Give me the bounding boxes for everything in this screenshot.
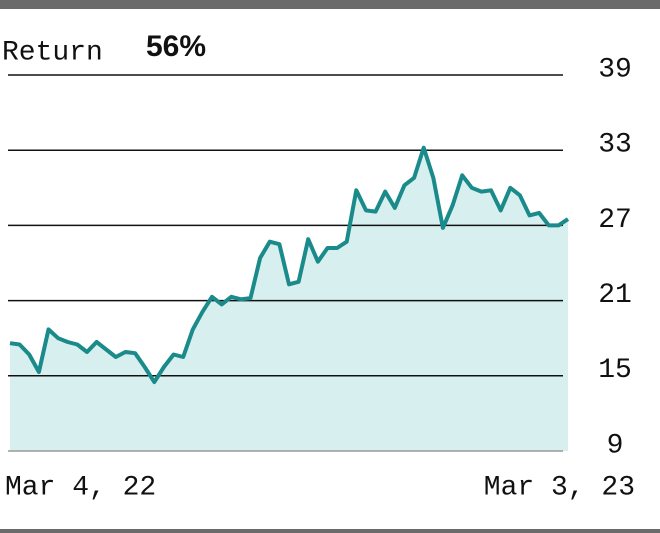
y-tick-label: 15 [598, 355, 632, 386]
top-bar [0, 0, 660, 9]
y-tick-label: 39 [598, 54, 632, 85]
bottom-bar [0, 529, 660, 533]
annotation: 56% [146, 30, 206, 63]
y-tick-label: 27 [598, 205, 632, 236]
plot: 9 15 21 27 33 39 Mar 4, 22 Mar 3, 23 [5, 54, 635, 503]
y-tick-label: 33 [598, 130, 632, 161]
y-tick-label: 21 [598, 280, 632, 311]
chart-title: Return [2, 37, 103, 68]
x-tick-label: Mar 3, 23 [484, 472, 635, 503]
line [9, 145, 570, 385]
y-tick-label: 9 [607, 430, 624, 461]
x-tick-label: Mar 4, 22 [5, 472, 156, 503]
